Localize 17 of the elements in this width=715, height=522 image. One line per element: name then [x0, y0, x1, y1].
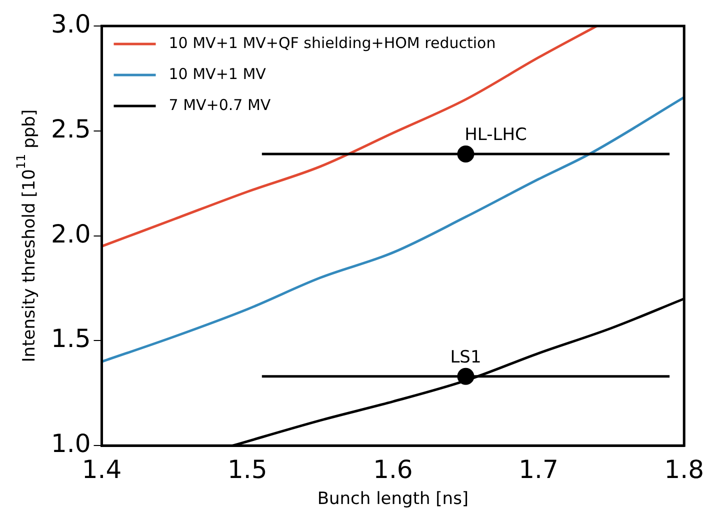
x-tick-label: 1.8	[664, 455, 704, 484]
y-tick-label: 3.0	[50, 10, 91, 38]
annotation: LS1	[450, 347, 482, 368]
x-tick-label: 1.6	[373, 455, 413, 484]
legend-label: 10 MV+1 MV+QF shielding+HOM reduction	[168, 34, 496, 52]
y-tick-label: 2.5	[50, 114, 91, 144]
x-tick-label: 1.7	[518, 455, 558, 484]
y-tick-label: 2.0	[50, 219, 91, 248]
y-axis-title: Intensity threshold [1011 ppb]	[14, 109, 40, 362]
x-axis-title: Bunch length [ns]	[317, 489, 469, 510]
line-series	[102, 96, 684, 363]
legend-label: 7 MV+0.7 MV	[168, 96, 272, 114]
annotation: HL-LHC	[464, 124, 527, 145]
y-tick-label: 1.5	[50, 324, 91, 354]
x-tick-label: 1.5	[227, 455, 268, 484]
line-series	[102, 26, 598, 248]
legend-label: 10 MV+1 MV	[168, 64, 267, 83]
